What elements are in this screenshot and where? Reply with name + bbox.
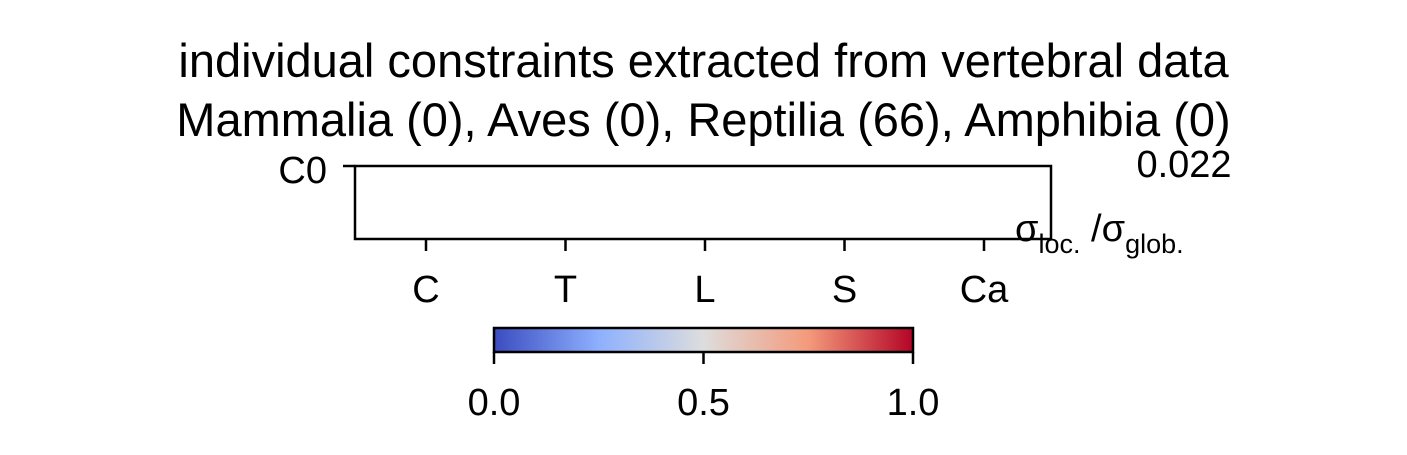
x-tick-label-L: L xyxy=(694,269,715,311)
x-ticks: C T L S Ca xyxy=(412,239,1009,311)
x-tick-label-C: C xyxy=(412,269,439,311)
chart-title: individual constraints extracted from ve… xyxy=(178,34,1229,87)
sigma-symbol-1: σ xyxy=(1015,208,1038,250)
x-tick-label-Ca: Ca xyxy=(960,269,1009,311)
max-value-label: 0.022 xyxy=(1136,144,1231,186)
value-axis-label: σloc. /σglob. xyxy=(1015,208,1184,259)
chart-subtitle: Mammalia (0), Aves (0), Reptilia (66), A… xyxy=(176,93,1231,146)
sigma-symbol-2: σ xyxy=(1102,208,1125,250)
y-tick-label-C0: C0 xyxy=(278,150,327,192)
colorbar-tick-label-2: 1.0 xyxy=(887,382,940,424)
colorbar-tick-label-0: 0.0 xyxy=(468,382,521,424)
colorbar-tick-label-1: 0.5 xyxy=(677,382,730,424)
heatmap-frame xyxy=(353,164,1053,241)
x-tick-label-S: S xyxy=(832,269,857,311)
colorbar xyxy=(492,326,915,354)
colorbar-ticks: 0.0 0.5 1.0 xyxy=(468,352,940,424)
x-tick-label-T: T xyxy=(554,269,577,311)
sigma-subscript-glob: glob. xyxy=(1125,229,1184,259)
label-separator: / xyxy=(1080,208,1102,250)
sigma-subscript-loc: loc. xyxy=(1038,229,1080,259)
